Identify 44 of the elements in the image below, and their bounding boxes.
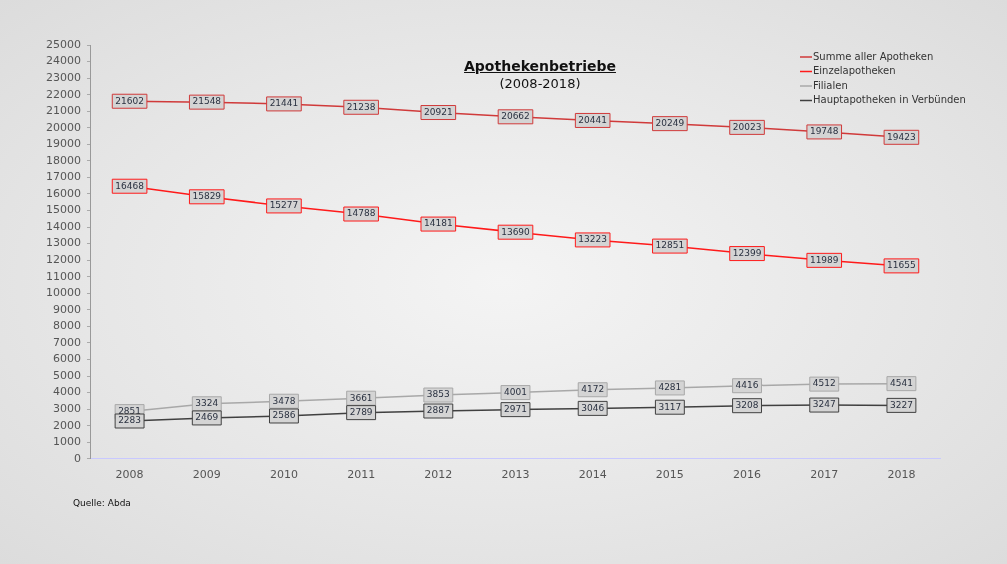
y-tick-label: 21000 (45, 104, 81, 118)
y-tick-label: 22000 (45, 87, 81, 101)
y-tick-label: 13000 (45, 236, 81, 250)
y-tick-label: 14000 (45, 219, 81, 233)
y-tick-label: 20000 (45, 120, 81, 134)
x-tick-label: 2008 (115, 468, 144, 482)
y-tick-label: 23000 (45, 70, 81, 84)
y-tick-label: 17000 (45, 170, 81, 184)
y-tick-label: 24000 (45, 54, 81, 68)
source-note: Quelle: Abda (73, 498, 131, 509)
text: Apothekenbetriebe (463, 58, 617, 74)
x-tick-label: 2011 (347, 468, 376, 482)
y-tick-label: 25000 (45, 37, 81, 51)
x-tick-label: 2017 (810, 468, 839, 482)
y-tick-label: 3000 (52, 402, 81, 415)
legend-label: Filialen (813, 79, 848, 91)
x-tick-label: 2009 (192, 468, 221, 482)
y-tick-label: 9000 (52, 302, 81, 316)
y-tick-label: 4000 (52, 385, 81, 399)
y-tick-label: 8000 (52, 319, 81, 333)
y-tick-label: 15000 (45, 203, 81, 217)
legend-label: Einzelapotheken (813, 65, 896, 77)
y-tick-label: 2000 (52, 418, 81, 432)
legend-label: Hauptapotheken in Verbünden (813, 94, 966, 106)
text: (2008-2018) (498, 76, 582, 91)
y-tick-label: 10000 (45, 286, 81, 300)
y-tick-label: 11000 (45, 269, 81, 283)
x-tick-label: 2018 (887, 468, 916, 482)
y-tick-label: 0 (73, 451, 81, 465)
x-tick-label: 2016 (733, 468, 762, 482)
x-tick-label: 2013 (501, 468, 530, 482)
y-tick-label: 7000 (52, 335, 81, 349)
y-tick-label: 16000 (45, 186, 81, 200)
x-tick-label: 2015 (655, 468, 684, 482)
y-tick-label: 6000 (52, 352, 81, 366)
y-tick-label: 19000 (45, 137, 81, 151)
x-tick-label: 2012 (424, 468, 453, 482)
y-tick-label: 12000 (45, 253, 81, 267)
x-tick-label: 2010 (269, 468, 298, 482)
x-tick-label: 2014 (578, 468, 607, 482)
y-tick-label: 1000 (52, 435, 81, 449)
legend-label: Summe aller Apotheken (813, 50, 934, 62)
y-tick-label: 5000 (52, 368, 81, 382)
y-tick-label: 18000 (45, 153, 81, 167)
